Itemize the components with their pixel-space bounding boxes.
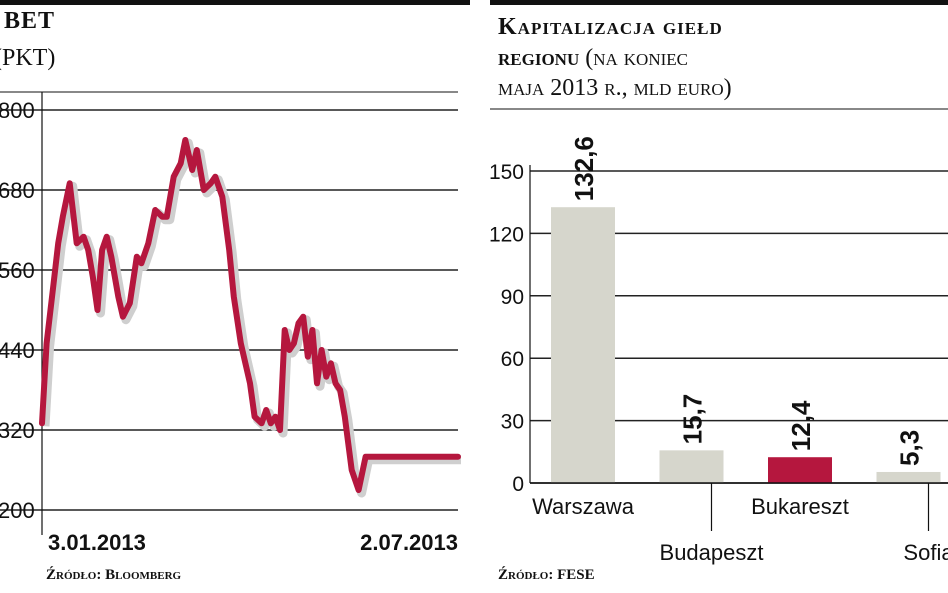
bar-warszawa	[551, 207, 615, 483]
subtitle-rest-1: (na koniec	[579, 45, 688, 71]
bar-budapeszt	[659, 450, 724, 483]
bar-value-label: 15,7	[678, 394, 708, 445]
bar-value-label: 12,4	[786, 400, 816, 451]
y-tick-label: 680	[0, 178, 35, 203]
top-rule	[490, 0, 948, 5]
capitalization-subtitle: regionu (na koniec	[498, 44, 688, 72]
y-tick-label: 120	[490, 223, 524, 246]
y-tick-label: 800	[0, 98, 35, 123]
y-tick-label: 320	[0, 418, 35, 443]
bet-panel: BET (PKT) 800 680 560 440 320 200 3.01.2013 2.0…	[0, 0, 470, 593]
y-tick-label: 200	[0, 498, 35, 523]
y-tick-label: 0	[512, 473, 524, 496]
bet-title: BET	[4, 8, 56, 34]
x-tick-label-end: 2.07.2013	[360, 530, 458, 555]
y-tick-label: 440	[0, 338, 35, 363]
category-label: Budapeszt	[660, 540, 764, 565]
category-label: Bukareszt	[751, 494, 849, 519]
category-label: Sofia	[903, 540, 948, 565]
bar-value-label: 5,3	[895, 430, 925, 466]
series-shadow	[40, 138, 461, 498]
y-tick-label: 30	[501, 411, 524, 434]
x-tick-label-start: 3.01.2013	[48, 530, 146, 555]
bet-line-chart: 800 680 560 440 320 200 3.01.2013 2.07.2013	[0, 91, 461, 555]
bar-sofia	[876, 471, 941, 483]
top-rule	[0, 0, 470, 5]
capitalization-panel: Kapitalizacja giełd regionu (na koniec m…	[490, 0, 948, 593]
y-tick-label: 150	[490, 161, 524, 184]
bet-series-line	[39, 137, 461, 493]
bet-unit: (PKT)	[0, 45, 56, 71]
capitalization-source: Źródło: FESE	[498, 567, 595, 583]
y-tick-label: 60	[501, 348, 524, 371]
bar-bukareszt	[768, 457, 832, 483]
y-tick-label: 560	[0, 258, 35, 283]
y-tick-label: 90	[501, 286, 524, 309]
capitalization-bar-chart: 0 30 60 90 120 150 132,6 Warszawa 15,7 Budapeszt 1…	[490, 108, 948, 565]
bet-source: Źródło: Bloomberg	[46, 567, 182, 583]
bar-value-label: 132,6	[569, 136, 599, 201]
capitalization-subtitle-line2: maja 2013 r., mld euro)	[498, 75, 732, 101]
category-label: Warszawa	[532, 494, 635, 519]
subtitle-bold: regionu	[498, 45, 580, 71]
capitalization-title: Kapitalizacja giełd	[498, 14, 723, 40]
